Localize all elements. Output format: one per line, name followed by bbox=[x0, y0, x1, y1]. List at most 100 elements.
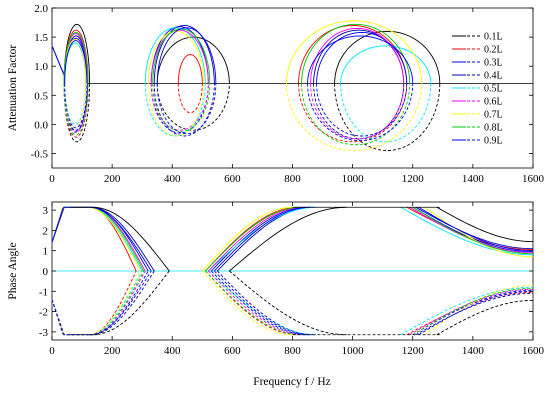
series-0.1L-rise-upper bbox=[229, 206, 347, 272]
series-0.2L-fall-lower bbox=[89, 270, 137, 336]
series-0.9L-fall-upper bbox=[89, 206, 152, 272]
series-0.7L-fall-upper bbox=[87, 206, 142, 272]
x-tick-label: 600 bbox=[224, 345, 241, 357]
series-0.6L-lobe-2-lower bbox=[310, 83, 405, 140]
x-tick-label: 1600 bbox=[522, 173, 545, 185]
series-0.8L-lobe-0-upper bbox=[63, 31, 89, 84]
series-0.2L-lobe-2-lower bbox=[298, 83, 408, 143]
series-0.7L-lobe-2-upper bbox=[286, 20, 423, 84]
x-tick-label: 0 bbox=[49, 345, 55, 357]
y-tick-label: 2 bbox=[43, 225, 49, 237]
y-tick-label: 0.0 bbox=[34, 119, 48, 131]
x-tick-label: 200 bbox=[104, 345, 121, 357]
y-tick-label: -1 bbox=[39, 286, 48, 298]
series-0.7L-rise-upper bbox=[201, 206, 293, 272]
top-x-axis: 0 200 400 600 800 1000 1200 1400 1600 bbox=[49, 8, 545, 185]
series-0.1L-low-lower bbox=[51, 299, 92, 336]
series-0.5L-lobe-2-upper bbox=[340, 45, 432, 84]
legend-label-0.3L: 0.3L bbox=[484, 58, 503, 69]
series-0.1L-high-lower bbox=[436, 299, 534, 336]
y-tick-label: -2 bbox=[39, 307, 48, 319]
series-0.4L-fall-upper bbox=[91, 206, 155, 272]
series-0.9L-high-upper bbox=[418, 206, 534, 252]
x-tick-label: 1200 bbox=[402, 345, 425, 357]
x-tick-label: 800 bbox=[284, 345, 301, 357]
series-0.4L-lobe-1-lower bbox=[153, 83, 215, 137]
series-0.9L-edge bbox=[51, 45, 65, 76]
legend: 0.1L 0.2L 0.3L 0.4L 0.5L 0.6L 0.7L 0.8L 0.9L bbox=[452, 32, 503, 147]
series-0.2L-high-upper bbox=[406, 206, 534, 251]
series-0.3L-lobe-2-upper bbox=[316, 31, 408, 84]
series-0.6L-rise-lower bbox=[208, 270, 305, 336]
series-0.7L-high-lower bbox=[424, 284, 534, 336]
series-0.9L-lobe-1-upper bbox=[156, 27, 217, 84]
series-0.7L-lobe-2-lower bbox=[286, 83, 423, 151]
top-series-group bbox=[51, 20, 533, 151]
series-0.8L-lobe-1-lower bbox=[152, 83, 211, 132]
y-tick-label: 2.0 bbox=[34, 3, 48, 15]
series-0.4L-high-lower bbox=[415, 292, 534, 336]
series-0.2L-lobe-1-upper bbox=[177, 54, 203, 84]
legend-label-0.1L: 0.1L bbox=[484, 32, 503, 43]
x-tick-label: 1400 bbox=[462, 173, 485, 185]
series-0.2L-rise-lower bbox=[204, 270, 299, 336]
series-0.1L-lobe-2-lower bbox=[334, 83, 441, 151]
legend-label-0.6L: 0.6L bbox=[484, 97, 503, 108]
series-0.5L-rise-upper bbox=[208, 206, 317, 272]
x-tick-label: 1400 bbox=[462, 345, 485, 357]
y-tick-label: 1.5 bbox=[34, 32, 48, 44]
series-0.3L-lobe-2-lower bbox=[316, 83, 408, 137]
y-tick-label: 3 bbox=[43, 205, 49, 217]
x-tick-label: 400 bbox=[164, 345, 181, 357]
legend-label-0.8L: 0.8L bbox=[484, 123, 503, 134]
top-y-axis-label: Attenuation Factor bbox=[7, 45, 19, 132]
series-0.9L-lobe-0-upper bbox=[64, 40, 88, 84]
y-tick-label: 0 bbox=[43, 266, 49, 278]
y-tick-label: 1.0 bbox=[34, 61, 48, 73]
series-0.4L-high-upper bbox=[415, 206, 534, 250]
series-0.5L-lobe-1-upper bbox=[144, 27, 206, 84]
x-tick-label: 1000 bbox=[342, 345, 365, 357]
x-tick-label: 600 bbox=[224, 173, 241, 185]
series-0.9L-rise-lower bbox=[214, 270, 311, 336]
series-0.9L-low-lower bbox=[51, 299, 90, 336]
bottom-panel: 0 200 400 600 800 1000 1200 1400 1600 -3 -2 -1 0 1 2 3… bbox=[7, 201, 545, 388]
series-0.2L-lobe-1-lower bbox=[177, 83, 203, 114]
top-y-axis: -0.5 0.0 0.5 1.0 1.5 2.0 bbox=[31, 3, 533, 160]
series-0.9L-lobe-2-upper bbox=[307, 35, 414, 84]
series-0.8L-high-upper bbox=[412, 206, 534, 255]
legend-label-0.9L: 0.9L bbox=[484, 136, 503, 147]
x-tick-label: 0 bbox=[49, 173, 55, 185]
series-0.5L-lobe-1-lower bbox=[144, 83, 206, 137]
series-0.7L-low-lower bbox=[51, 299, 87, 336]
series-0.5L-low-lower bbox=[51, 299, 89, 336]
legend-label-0.2L: 0.2L bbox=[484, 45, 503, 56]
y-tick-label: -0.5 bbox=[31, 148, 49, 160]
series-0.1L-lobe-1-lower bbox=[156, 83, 230, 131]
series-0.2L-lobe-2-upper bbox=[298, 25, 408, 84]
series-0.4L-lobe-1-upper bbox=[153, 25, 215, 84]
x-tick-label: 1000 bbox=[342, 173, 365, 185]
series-0.6L-lobe-1-upper bbox=[150, 29, 209, 84]
bottom-y-axis: -3 -2 -1 0 1 2 3 bbox=[39, 205, 533, 339]
series-0.3L-low-lower bbox=[51, 299, 91, 336]
series-0.3L-high-lower bbox=[412, 289, 534, 336]
x-tick-label: 1200 bbox=[402, 173, 425, 185]
bottom-y-axis-label: Phase Angle bbox=[7, 242, 19, 299]
series-0.3L-rise-lower bbox=[211, 270, 308, 336]
series-0.6L-lobe-2-upper bbox=[310, 27, 405, 84]
series-0.6L-high-lower bbox=[409, 288, 534, 336]
y-tick-label: 1 bbox=[43, 246, 49, 258]
series-0.2L-low-lower bbox=[51, 299, 90, 336]
series-0.8L-fall-lower bbox=[89, 270, 145, 336]
series-0.8L-rise-upper bbox=[204, 206, 302, 272]
series-0.7L-lobe-1-lower bbox=[147, 83, 205, 137]
series-0.9L-rise-upper bbox=[214, 206, 311, 272]
series-0.4L-low-lower bbox=[51, 299, 91, 336]
bottom-series-group bbox=[51, 206, 534, 336]
series-0.9L-lobe-0-lower bbox=[64, 83, 88, 129]
series-0.6L-lobe-0-lower bbox=[63, 83, 88, 133]
series-0.9L-lobe-1-lower bbox=[156, 83, 217, 135]
y-tick-label: -3 bbox=[39, 327, 49, 339]
series-0.6L-rise-upper bbox=[208, 206, 305, 272]
